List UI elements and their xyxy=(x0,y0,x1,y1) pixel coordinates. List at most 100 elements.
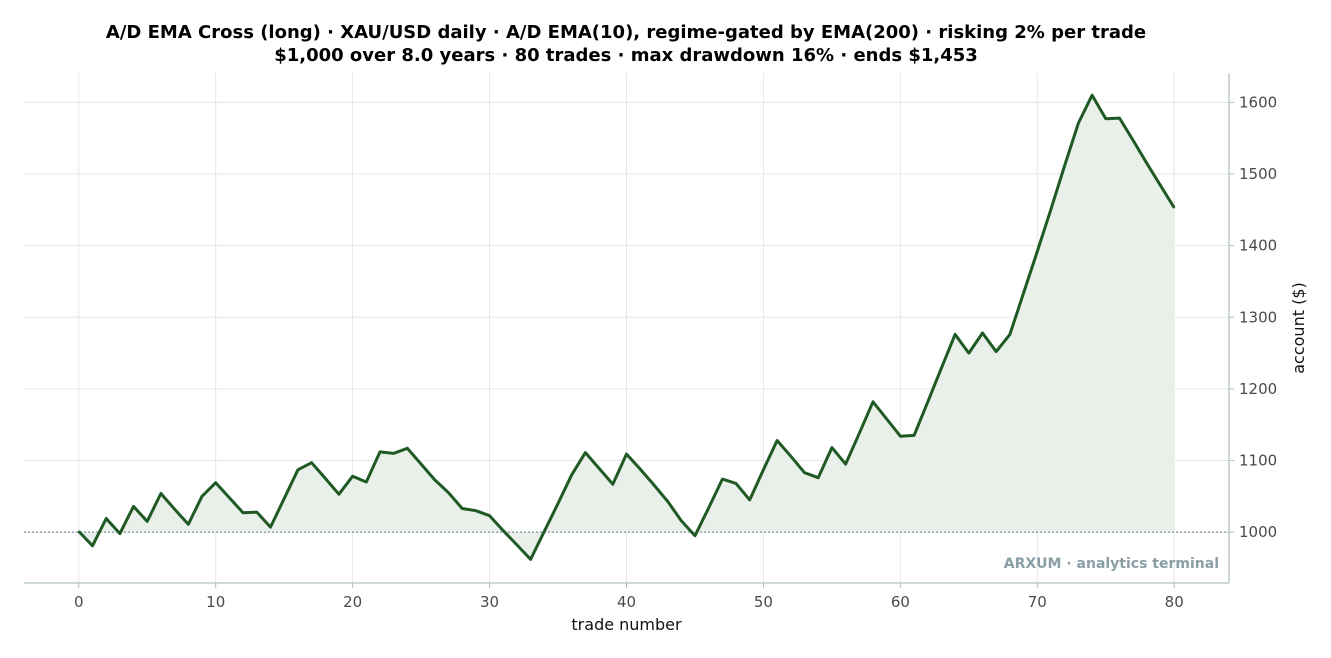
data-point xyxy=(310,461,313,464)
data-point xyxy=(516,544,518,546)
data-point xyxy=(1159,184,1162,187)
data-point xyxy=(885,418,888,420)
data-point xyxy=(379,451,381,453)
data-point xyxy=(584,451,587,454)
data-point xyxy=(1022,292,1025,294)
data-point xyxy=(475,509,477,512)
data-point xyxy=(940,367,943,369)
data-point xyxy=(160,492,162,495)
data-point xyxy=(831,446,833,449)
data-point xyxy=(447,491,450,494)
x-tick-labels: 0 10 20 30 40 50 60 70 80 xyxy=(74,583,1184,611)
data-point xyxy=(872,400,874,403)
data-point xyxy=(954,333,956,336)
data-point xyxy=(365,481,368,483)
data-point xyxy=(995,350,998,353)
data-point xyxy=(844,463,847,465)
data-point xyxy=(338,493,340,495)
data-point xyxy=(77,530,80,533)
x-tick-label: 30 xyxy=(480,593,499,611)
data-point xyxy=(132,505,135,508)
y-axis-label: account ($) xyxy=(1289,282,1308,374)
data-point xyxy=(119,532,121,535)
data-point xyxy=(968,352,970,354)
data-point xyxy=(1132,139,1134,142)
chart-title: A/D EMA Cross (long) · XAU/USD daily · A… xyxy=(105,22,1147,43)
data-point xyxy=(981,332,984,334)
y-tick-label: 1300 xyxy=(1239,308,1277,326)
data-point xyxy=(529,558,532,561)
chart-subtitle: $1,000 over 8.0 years · 80 trades · max … xyxy=(274,45,978,66)
data-point xyxy=(324,477,327,480)
data-point xyxy=(1009,333,1011,336)
x-tick-label: 10 xyxy=(206,593,225,611)
y-tick-label: 1200 xyxy=(1239,380,1277,398)
data-point xyxy=(653,484,655,486)
data-point xyxy=(1050,208,1052,210)
x-tick-label: 70 xyxy=(1028,593,1047,611)
data-point xyxy=(762,469,765,471)
equity-area-fill xyxy=(78,95,1175,560)
data-point xyxy=(817,476,820,479)
data-point xyxy=(598,467,600,470)
data-point xyxy=(1104,118,1107,120)
data-point xyxy=(187,523,190,526)
data-point xyxy=(242,512,244,514)
x-axis-label: trade number xyxy=(571,615,682,634)
data-point xyxy=(269,526,272,528)
x-tick-label: 0 xyxy=(74,593,84,611)
y-tick-label: 1500 xyxy=(1239,165,1277,183)
x-tick-label: 20 xyxy=(343,593,362,611)
data-point xyxy=(420,463,422,465)
x-tick-label: 80 xyxy=(1165,593,1184,611)
equity-points xyxy=(77,94,1176,561)
data-point xyxy=(201,495,203,498)
y-tick-label: 1100 xyxy=(1239,452,1277,470)
x-tick-label: 50 xyxy=(754,593,773,611)
data-point xyxy=(913,434,915,437)
data-point xyxy=(926,400,929,403)
x-tick-label: 60 xyxy=(891,593,910,611)
data-point xyxy=(1036,250,1039,253)
data-point xyxy=(105,517,107,520)
data-point xyxy=(790,455,792,458)
data-point xyxy=(1091,94,1093,97)
data-point xyxy=(488,514,491,517)
data-point xyxy=(543,530,546,533)
data-point xyxy=(776,439,778,442)
data-point xyxy=(406,447,409,450)
data-point xyxy=(1063,164,1066,167)
data-point xyxy=(214,481,217,484)
y-tick-labels: 1000 1100 1200 1300 1400 1500 1600 xyxy=(1229,93,1277,541)
y-tick-label: 1000 xyxy=(1239,523,1277,541)
data-point xyxy=(680,519,683,522)
data-point xyxy=(735,482,737,485)
data-point xyxy=(502,529,505,532)
data-point xyxy=(666,500,669,503)
data-point xyxy=(1173,206,1176,209)
y-tick-label: 1400 xyxy=(1239,237,1277,255)
data-point xyxy=(707,506,710,509)
data-point xyxy=(557,502,559,505)
data-point xyxy=(639,468,641,470)
data-point xyxy=(173,508,176,511)
data-point xyxy=(899,435,902,437)
data-point xyxy=(748,499,751,501)
watermark: ARXUM · analytics terminal xyxy=(1004,556,1219,572)
data-point xyxy=(283,497,285,500)
data-point xyxy=(146,520,149,523)
y-tick-label: 1600 xyxy=(1239,93,1277,111)
data-point xyxy=(721,478,724,480)
data-point xyxy=(570,474,573,476)
data-point xyxy=(1118,117,1121,119)
x-tick-label: 40 xyxy=(617,593,636,611)
data-point xyxy=(803,471,806,474)
data-point xyxy=(297,469,299,471)
data-point xyxy=(392,452,395,455)
data-point xyxy=(612,483,614,485)
data-point xyxy=(433,479,436,481)
data-point xyxy=(461,507,463,510)
data-point xyxy=(858,432,861,435)
data-point xyxy=(228,496,231,499)
